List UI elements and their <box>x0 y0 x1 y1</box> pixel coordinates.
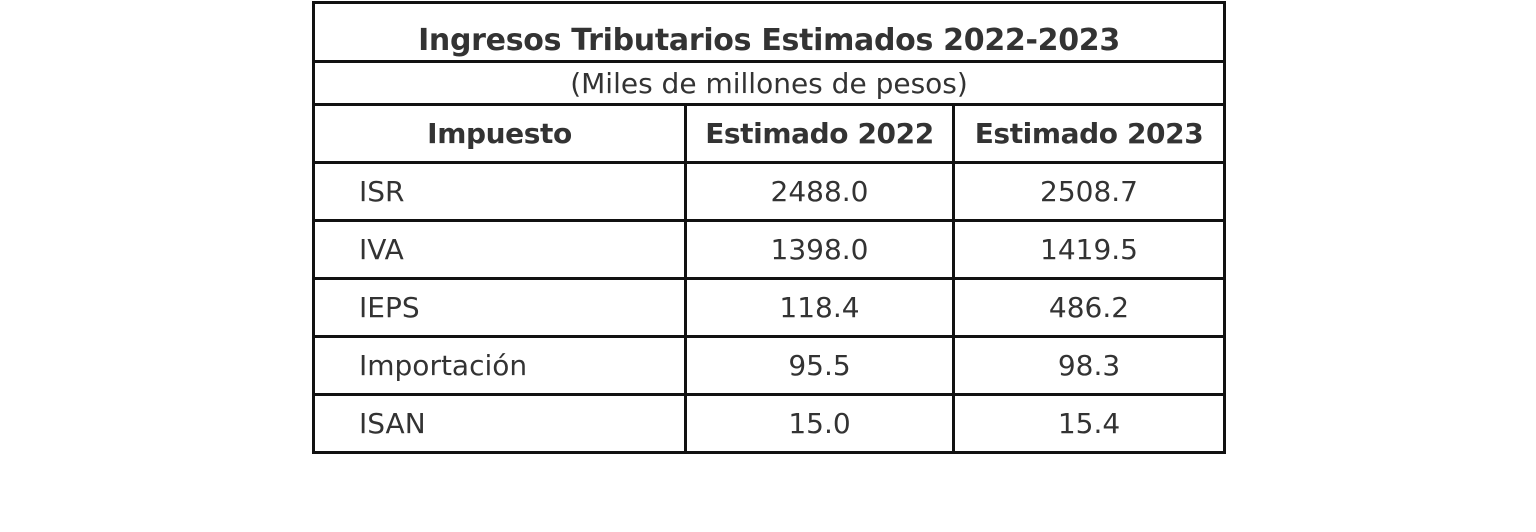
value-2023: 2508.7 <box>951 161 1227 222</box>
table-row: ISAN 15.0 15.4 <box>312 393 1227 454</box>
table-row: Importación 95.5 98.3 <box>312 335 1227 396</box>
value-2022: 2488.0 <box>684 161 955 222</box>
value-2022: 118.4 <box>684 277 955 338</box>
row-label: ISR <box>312 161 687 222</box>
value-2023: 486.2 <box>951 277 1227 338</box>
column-header-impuesto: Impuesto <box>312 103 687 164</box>
table-subtitle: (Miles de millones de pesos) <box>311 60 1227 106</box>
column-header-estimado-2023: Estimado 2023 <box>951 103 1227 164</box>
table-title: Ingresos Tributarios Estimados 2022-2023 <box>311 1 1227 63</box>
tax-revenue-table: Ingresos Tributarios Estimados 2022-2023… <box>311 1 1227 454</box>
value-2022: 15.0 <box>684 393 955 454</box>
value-2023: 98.3 <box>951 335 1227 396</box>
row-label: Importación <box>312 335 687 396</box>
value-2022: 1398.0 <box>684 219 955 280</box>
value-2023: 15.4 <box>951 393 1227 454</box>
column-header-estimado-2022: Estimado 2022 <box>684 103 955 164</box>
table-row: IEPS 118.4 486.2 <box>312 277 1227 338</box>
row-label: IVA <box>312 219 687 280</box>
table-row: IVA 1398.0 1419.5 <box>312 219 1227 280</box>
table-row: ISR 2488.0 2508.7 <box>312 161 1227 222</box>
row-label: IEPS <box>312 277 687 338</box>
value-2023: 1419.5 <box>951 219 1227 280</box>
row-label: ISAN <box>312 393 687 454</box>
value-2022: 95.5 <box>684 335 955 396</box>
